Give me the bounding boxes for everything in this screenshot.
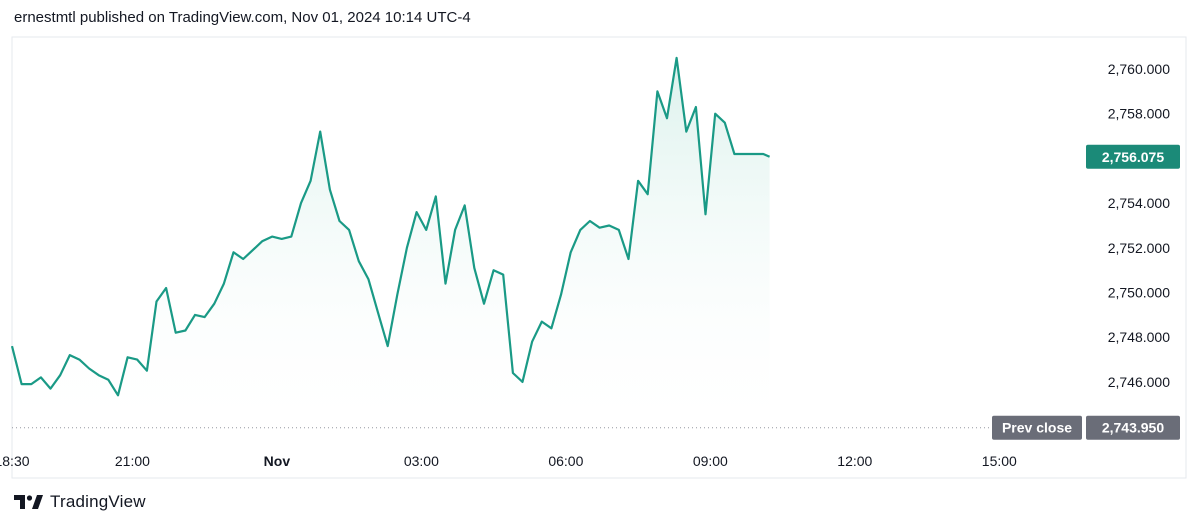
plot-area xyxy=(10,56,992,441)
published-text: published on xyxy=(79,9,165,26)
chart-frame xyxy=(11,36,1187,479)
site-name[interactable]: TradingView.com, xyxy=(168,9,288,26)
y-tick-label: 2,750.000 xyxy=(1108,285,1170,301)
x-tick-label: Nov xyxy=(264,453,291,469)
last-price-badge xyxy=(1086,144,1180,169)
y-tick-label: 2,746.000 xyxy=(1108,374,1170,390)
x-tick-label: 15:00 xyxy=(982,453,1017,469)
y-tick-label: 2,748.000 xyxy=(1108,329,1170,345)
prev-close-tag xyxy=(992,415,1082,440)
x-tick-label: 06:00 xyxy=(548,453,583,469)
publish-datetime: Nov 01, 2024 10:14 UTC-4 xyxy=(291,9,471,26)
brand-wordmark: TradingView xyxy=(50,492,146,511)
price-line xyxy=(10,56,771,397)
publish-info: ernestmtl published on TradingView.com, … xyxy=(14,9,471,26)
brand-footer[interactable]: TradingView xyxy=(14,492,146,512)
price-axis[interactable]: 2,746.000 2,748.000 2,750.000 2,752.000 2,75… xyxy=(1108,61,1170,390)
last-price-label: 2,756.075 xyxy=(1102,149,1164,165)
prev-close-text: Prev close xyxy=(1002,420,1072,436)
x-tick-label: 21:00 xyxy=(115,453,150,469)
x-tick-label: 18:30 xyxy=(0,453,30,469)
x-tick-label: 09:00 xyxy=(693,453,728,469)
y-tick-label: 2,752.000 xyxy=(1108,240,1170,256)
x-tick-label: 03:00 xyxy=(404,453,439,469)
time-axis[interactable]: 18:30 21:00 Nov 03:00 06:00 09:00 12:00 15:00 xyxy=(0,453,1017,469)
y-tick-label: 2,760.000 xyxy=(1108,61,1170,77)
prev-close-badge xyxy=(1086,415,1180,440)
x-tick-label: 12:00 xyxy=(837,453,872,469)
prev-close-value: 2,743.950 xyxy=(1102,420,1164,436)
price-area-fill xyxy=(12,57,770,441)
price-badges: 2,756.075 Prev close 2,743.950 xyxy=(992,144,1180,440)
author-name[interactable]: ernestmtl xyxy=(14,9,76,26)
y-tick-label: 2,754.000 xyxy=(1108,195,1170,211)
y-tick-label: 2,758.000 xyxy=(1108,106,1170,122)
tradingview-logo-icon xyxy=(14,495,43,509)
